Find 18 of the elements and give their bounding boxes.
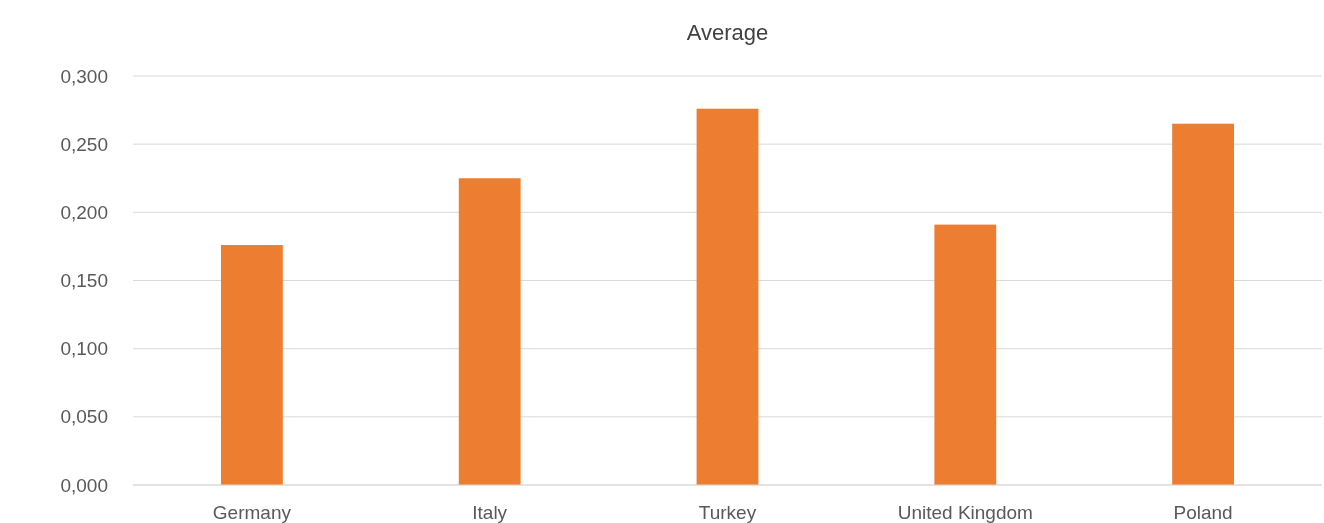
bar — [1172, 123, 1235, 485]
bar — [934, 224, 997, 485]
y-tick-label: 0,250 — [60, 133, 108, 155]
y-tick-label: 0,300 — [60, 65, 108, 87]
y-tick-label: 0,050 — [60, 406, 108, 428]
y-tick-label: 0,000 — [60, 474, 108, 496]
x-tick-label: Turkey — [698, 502, 757, 523]
y-tick-label: 0,100 — [60, 338, 108, 360]
x-tick-label: Poland — [1173, 502, 1233, 523]
x-tick-label: Italy — [472, 502, 508, 523]
x-tick-label: Germany — [212, 502, 292, 523]
bar — [696, 108, 759, 485]
bar — [458, 178, 521, 485]
x-tick-label: United Kingdom — [897, 502, 1033, 523]
y-tick-label: 0,150 — [60, 270, 108, 292]
y-tick-label: 0,200 — [60, 201, 108, 223]
chart-title: Average — [686, 20, 769, 45]
bar — [220, 245, 283, 485]
